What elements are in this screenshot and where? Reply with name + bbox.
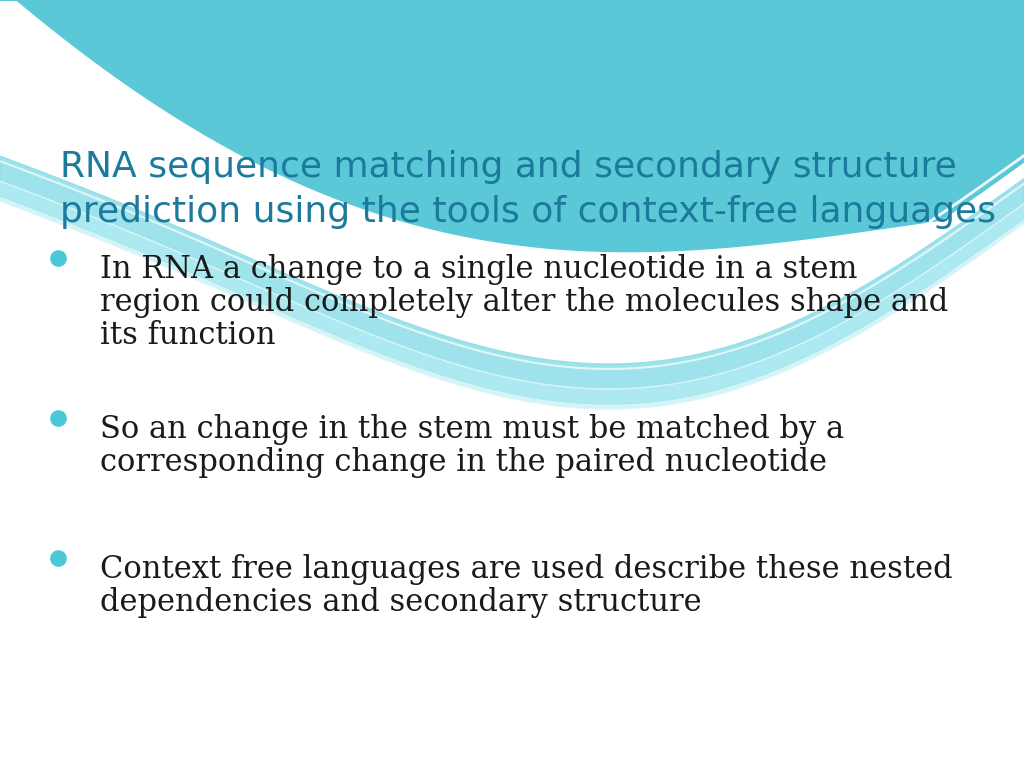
Text: its function: its function [100,320,275,351]
Polygon shape [0,181,1024,409]
Text: So an change in the stem must be matched by a: So an change in the stem must be matched… [100,414,844,445]
Text: region could completely alter the molecules shape and: region could completely alter the molecu… [100,287,948,318]
Text: RNA sequence matching and secondary structure: RNA sequence matching and secondary stru… [60,150,956,184]
Polygon shape [0,141,1024,768]
Polygon shape [0,156,1024,404]
Text: In RNA a change to a single nucleotide in a stem: In RNA a change to a single nucleotide i… [100,254,857,285]
Text: prediction using the tools of context-free languages: prediction using the tools of context-fr… [60,195,996,229]
Polygon shape [0,0,1024,252]
Text: Context free languages are used describe these nested: Context free languages are used describe… [100,554,952,585]
Text: corresponding change in the paired nucleotide: corresponding change in the paired nucle… [100,447,827,478]
Text: dependencies and secondary structure: dependencies and secondary structure [100,587,701,618]
